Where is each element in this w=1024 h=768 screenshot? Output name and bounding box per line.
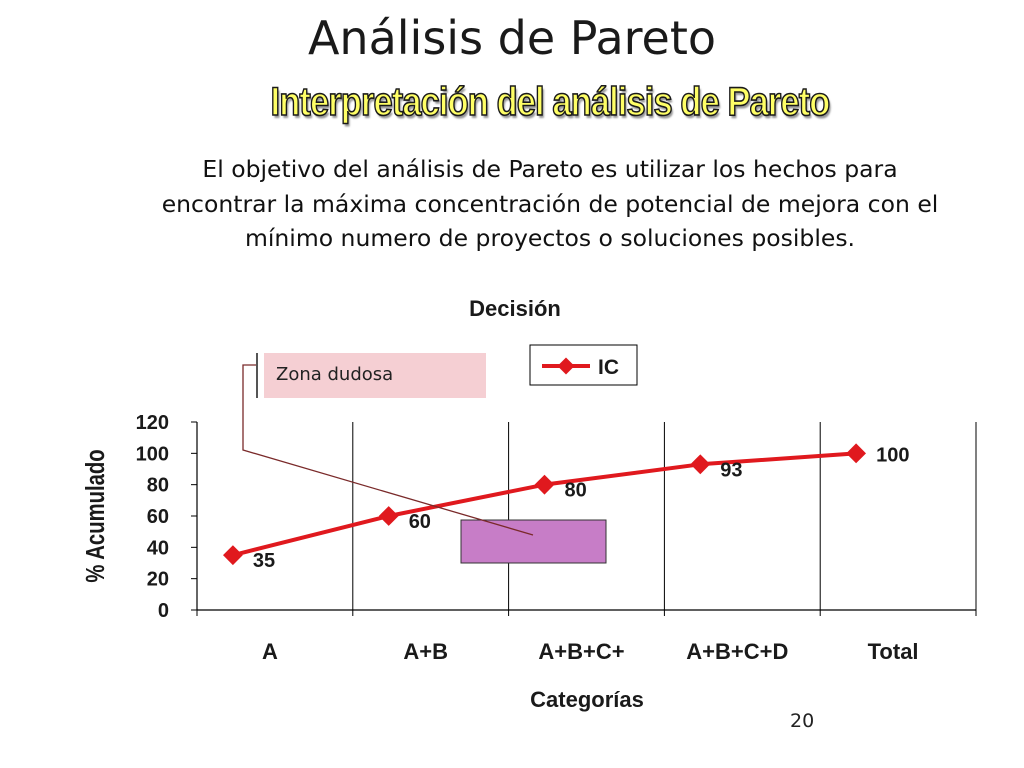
data-point-marker <box>223 545 243 566</box>
data-point-marker <box>846 443 866 464</box>
chart-legend: IC <box>529 344 638 386</box>
data-point-marker <box>690 454 711 475</box>
data-label: 80 <box>565 480 587 502</box>
y-tick-label: 20 <box>147 569 169 591</box>
x-tick-label: A+B+C+ <box>538 639 624 664</box>
data-label: 100 <box>876 444 909 466</box>
y-tick-label: 60 <box>147 506 169 528</box>
data-label: 35 <box>253 550 275 572</box>
y-axis-label: % Acumulado <box>81 449 110 582</box>
x-axis: A A+B A+B+C+ A+B+C+D Total <box>196 609 977 664</box>
y-tick-label: 120 <box>136 412 169 434</box>
y-tick-label: 100 <box>136 443 169 465</box>
legend-marker <box>557 357 575 375</box>
data-point-marker <box>534 474 555 495</box>
callout-bar <box>256 353 258 398</box>
legend-label: IC <box>598 356 619 379</box>
y-tick-label: 40 <box>147 537 169 559</box>
x-tick-label: A <box>262 639 278 664</box>
data-label: 60 <box>409 511 431 533</box>
plot-area: 0 20 40 60 80 100 120 A A+B A+B+C+ A+B+C+D Total 3… <box>136 412 977 664</box>
callout-zona-dudosa: Zona dudosa <box>264 353 486 398</box>
callout-label: Zona dudosa <box>276 364 394 385</box>
y-axis: 0 20 40 60 80 100 120 <box>136 412 198 622</box>
chart-title: Decisión <box>469 296 561 321</box>
y-tick-label: 0 <box>158 600 169 622</box>
x-axis-label: Categorías <box>530 687 644 712</box>
body-line: mínimo numero de proyectos o soluciones … <box>244 224 856 253</box>
data-labels: 35 60 80 93 100 <box>253 444 910 572</box>
data-point-marker <box>378 506 399 526</box>
body-line: encontrar la máxima concentración de pot… <box>161 189 939 218</box>
body-paragraph: El objetivo del análisis de Pareto es ut… <box>80 152 1020 256</box>
x-tick-label: A+B <box>403 639 448 664</box>
x-tick-label: Total <box>868 639 919 664</box>
y-tick-label: 80 <box>147 475 169 497</box>
body-line: El objetivo del análisis de Pareto es ut… <box>202 155 898 183</box>
doubtful-zone-highlight <box>460 519 607 564</box>
slide-title: Análisis de Pareto <box>307 11 717 65</box>
callout-leader-line <box>242 364 534 536</box>
data-label: 93 <box>720 459 742 481</box>
page-number: 20 <box>790 710 815 732</box>
x-tick-label: A+B+C+D <box>686 639 788 664</box>
slide-subtitle: Interpretación del análisis de Pareto <box>270 79 831 125</box>
